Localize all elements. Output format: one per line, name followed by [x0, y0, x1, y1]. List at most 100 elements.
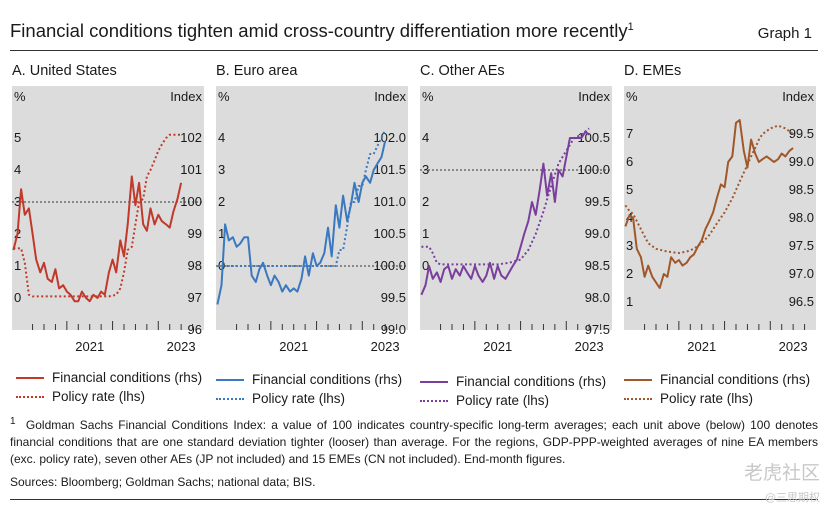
- right-tick-label: 99.5: [789, 126, 814, 141]
- left-tick-label: 5: [626, 182, 633, 197]
- watermark-logo-text: 老虎社区: [743, 462, 820, 484]
- right-tick-label: 97.5: [585, 322, 610, 337]
- right-tick-label: 99.5: [381, 290, 406, 305]
- x-tick-label: 2023: [371, 339, 400, 354]
- right-tick-label: 100.5: [373, 226, 406, 241]
- panel-title-eme: D. EMEs: [624, 63, 682, 79]
- left-tick-label: 1: [422, 226, 429, 241]
- left-tick-label: 3: [626, 238, 633, 253]
- left-tick-label: 1: [626, 294, 633, 309]
- legend-label: Financial conditions (rhs): [52, 370, 203, 385]
- chart-panel-eme: % Index123456796.597.097.598.098.599.099.…: [624, 86, 816, 354]
- left-tick-label: 4: [218, 130, 225, 145]
- right-tick-label: 98.5: [789, 182, 814, 197]
- legend-label: Policy rate (lhs): [252, 391, 346, 406]
- legend-label: Policy rate (lhs): [660, 391, 754, 406]
- legend-swatch-dotted: [420, 400, 448, 402]
- footnote: 1 Goldman Sachs Financial Conditions Ind…: [10, 413, 818, 468]
- panel-title-ea: B. Euro area: [216, 63, 298, 79]
- legend-label: Financial conditions (rhs): [456, 374, 607, 389]
- right-tick-label: 99.5: [585, 194, 610, 209]
- series-line-policy-rate: [13, 133, 182, 298]
- right-tick-label: 98: [188, 258, 202, 273]
- x-tick-label: 2023: [167, 339, 196, 354]
- right-tick-label: 101: [180, 162, 202, 177]
- x-tick-label: 2021: [279, 339, 308, 354]
- legend-swatch-solid: [420, 381, 448, 383]
- legend-oae: Financial conditions (rhs) Policy rate (…: [416, 372, 606, 410]
- left-tick-label: 4: [14, 162, 21, 177]
- left-tick-label: 1: [14, 258, 21, 273]
- plot-background: [624, 86, 816, 330]
- right-unit-label: Index: [374, 89, 406, 104]
- legend-item-financial: Financial conditions (rhs): [620, 370, 810, 389]
- panel-title-oae: C. Other AEs: [420, 63, 505, 79]
- right-tick-label: 97.0: [789, 266, 814, 281]
- legend-item-policy: Policy rate (lhs): [12, 387, 202, 406]
- right-tick-label: 102: [180, 130, 202, 145]
- legend-label: Policy rate (lhs): [52, 389, 146, 404]
- left-unit-label: %: [14, 89, 26, 104]
- panel-title-us: A. United States: [12, 63, 117, 79]
- left-tick-label: 1: [218, 226, 225, 241]
- title-footnote-marker: 1: [627, 20, 634, 33]
- right-tick-label: 99: [188, 226, 202, 241]
- legend-item-policy: Policy rate (lhs): [620, 389, 810, 408]
- legend-ea: Financial conditions (rhs) Policy rate (…: [212, 370, 402, 408]
- right-tick-label: 101.0: [373, 194, 406, 209]
- right-tick-label: 100: [180, 194, 202, 209]
- left-tick-label: 2: [626, 266, 633, 281]
- legend-swatch-solid: [624, 379, 652, 381]
- x-tick-label: 2023: [779, 339, 808, 354]
- right-tick-label: 99.0: [381, 322, 406, 337]
- legend-item-policy: Policy rate (lhs): [416, 391, 606, 410]
- legend-eme: Financial conditions (rhs) Policy rate (…: [620, 370, 810, 408]
- series-line-policy-rate: [624, 124, 794, 254]
- series-line-policy-rate: [421, 127, 590, 266]
- x-tick-label: 2021: [483, 339, 512, 354]
- legend-swatch-dotted: [624, 398, 652, 400]
- left-unit-label: %: [218, 89, 230, 104]
- chart-title-text: Financial conditions tighten amid cross-…: [10, 20, 628, 41]
- footnote-text: Goldman Sachs Financial Conditions Index…: [10, 418, 818, 466]
- left-tick-label: 3: [218, 162, 225, 177]
- series-line-financial-conditions: [624, 119, 794, 289]
- plot-background: [216, 86, 408, 330]
- right-tick-label: 97.5: [789, 238, 814, 253]
- right-unit-label: Index: [170, 89, 202, 104]
- chart-panel-us: %Index0123459697989910010110220212023: [12, 86, 204, 354]
- right-tick-label: 98.0: [789, 210, 814, 225]
- plot-background: [420, 86, 612, 330]
- legend-label: Financial conditions (rhs): [660, 372, 811, 387]
- chart-panel-ea: %Index0123499.099.5100.0100.5101.0101.51…: [216, 86, 408, 354]
- left-unit-label: %: [422, 89, 434, 104]
- bottom-rule: [10, 499, 818, 500]
- legend-us: Financial conditions (rhs) Policy rate (…: [12, 368, 202, 406]
- legend-item-financial: Financial conditions (rhs): [212, 370, 402, 389]
- chart-panel-oae: %Index0123497.598.098.599.099.5100.0100.…: [420, 86, 612, 354]
- right-tick-label: 102.0: [373, 130, 406, 145]
- right-tick-label: 97: [188, 290, 202, 305]
- right-unit-label: Index: [578, 89, 610, 104]
- left-tick-label: 2: [422, 194, 429, 209]
- left-tick-label: 6: [626, 154, 633, 169]
- right-unit-label: Index: [782, 89, 814, 104]
- watermark-handle: @三思期权: [765, 491, 820, 504]
- right-tick-label: 96.5: [789, 294, 814, 309]
- plot-background: [12, 86, 204, 330]
- right-tick-label: 96: [188, 322, 202, 337]
- legend-swatch-dotted: [16, 396, 44, 398]
- left-tick-label: 0: [422, 258, 429, 273]
- legend-swatch-solid: [216, 379, 244, 381]
- right-tick-label: 98.5: [585, 258, 610, 273]
- legend-label: Policy rate (lhs): [456, 393, 550, 408]
- series-line-financial-conditions: [12, 175, 183, 303]
- legend-label: Financial conditions (rhs): [252, 372, 403, 387]
- right-tick-label: 99.0: [789, 154, 814, 169]
- left-tick-label: 5: [14, 130, 21, 145]
- right-tick-label: 98.0: [585, 290, 610, 305]
- x-tick-label: 2021: [75, 339, 104, 354]
- chart-title: Financial conditions tighten amid cross-…: [10, 20, 634, 42]
- legend-item-financial: Financial conditions (rhs): [416, 372, 606, 391]
- right-tick-label: 100.5: [577, 130, 610, 145]
